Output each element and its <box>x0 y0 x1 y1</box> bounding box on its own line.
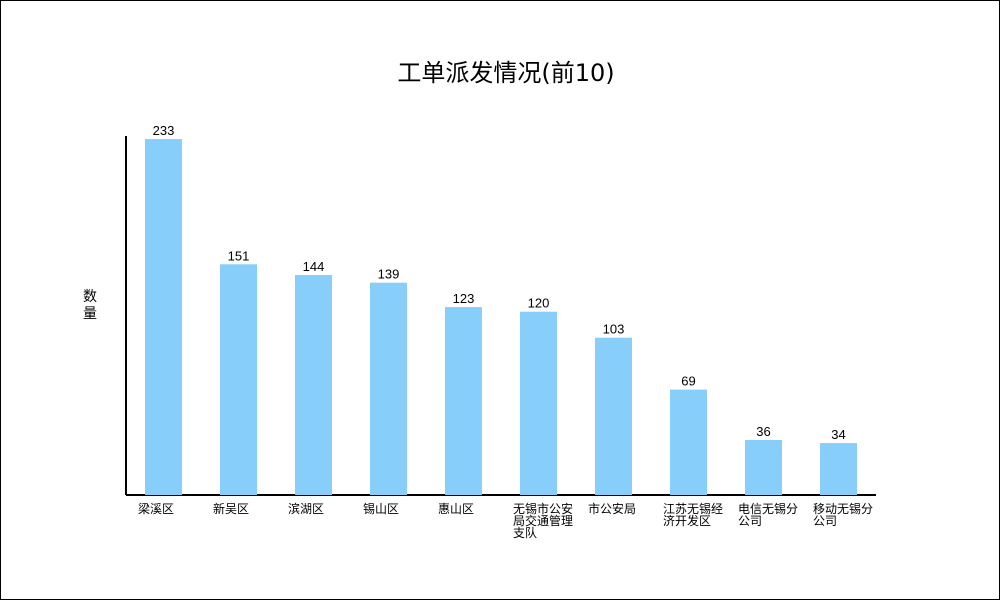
x-tick-label: 移动无锡分公司 <box>813 501 873 528</box>
bar-value-label: 139 <box>378 267 400 282</box>
x-tick-label: 梁溪区 <box>138 501 174 516</box>
bar-value-label: 120 <box>528 296 550 311</box>
bar <box>145 139 182 495</box>
bar-value-label: 34 <box>831 427 845 442</box>
value-labels-group: 233 151 144 139 123 120 103 69 36 34 <box>153 123 846 442</box>
bar <box>595 337 632 495</box>
bar <box>445 307 482 495</box>
bar <box>745 440 782 495</box>
x-tick-label: 无锡市公安局交通管理支队 <box>513 501 573 540</box>
x-tick-label: 电信无锡分公司 <box>738 501 798 528</box>
bar-value-label: 144 <box>303 259 325 274</box>
bar-value-label: 36 <box>756 424 770 439</box>
x-tick-label: 市公安局 <box>588 501 636 516</box>
x-tick-label: 新吴区 <box>213 501 249 516</box>
bar <box>670 389 707 495</box>
bar-value-label: 123 <box>453 291 475 306</box>
x-tick-label: 锡山区 <box>363 501 399 516</box>
y-axis-label: 数量 <box>83 289 97 322</box>
bars-group <box>145 139 857 495</box>
bar <box>520 311 557 495</box>
bar <box>220 264 257 495</box>
bar <box>820 443 857 495</box>
bar <box>295 275 332 495</box>
x-tick-label: 滨湖区 <box>288 501 324 516</box>
chart-title: 工单派发情况(前10) <box>397 59 614 87</box>
bar-value-label: 103 <box>603 322 625 337</box>
bar-value-label: 151 <box>228 248 250 263</box>
bar-value-label: 233 <box>153 123 175 138</box>
x-tick-label: 惠山区 <box>438 502 474 516</box>
bar-value-label: 69 <box>681 374 695 389</box>
x-tick-label: 江苏无锡经济开发区 <box>663 501 723 528</box>
bar <box>370 282 407 495</box>
